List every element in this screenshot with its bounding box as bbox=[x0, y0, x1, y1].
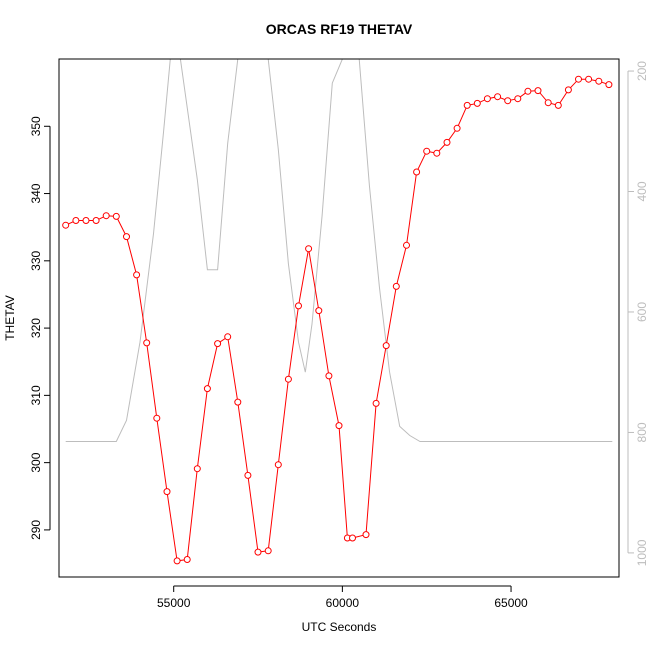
data-point bbox=[554, 101, 562, 109]
data-point bbox=[153, 414, 161, 422]
series-line-right bbox=[65, 58, 613, 442]
data-point bbox=[453, 124, 461, 132]
data-point bbox=[82, 217, 90, 224]
y2-tick-label: 800 bbox=[635, 422, 649, 442]
x-tick-label: 60000 bbox=[326, 596, 360, 610]
data-point bbox=[494, 93, 502, 101]
series-layer bbox=[62, 58, 613, 565]
data-point bbox=[372, 399, 380, 407]
data-point bbox=[163, 488, 171, 496]
data-point bbox=[335, 422, 343, 430]
data-point bbox=[133, 271, 141, 279]
data-point bbox=[575, 75, 582, 83]
data-point bbox=[183, 556, 191, 563]
data-point bbox=[362, 531, 370, 539]
data-point bbox=[349, 534, 356, 542]
data-point bbox=[264, 547, 272, 555]
data-point bbox=[203, 385, 211, 393]
data-point bbox=[544, 99, 552, 107]
y-tick-label: 340 bbox=[29, 183, 43, 203]
data-point bbox=[72, 217, 80, 224]
data-point bbox=[413, 168, 421, 176]
y-axis-left: 290 300 310 320 330 340 350 bbox=[29, 116, 51, 540]
y-tick-label: 300 bbox=[29, 452, 43, 472]
data-point bbox=[423, 147, 431, 155]
data-point bbox=[473, 99, 481, 107]
data-point bbox=[382, 342, 390, 350]
data-point bbox=[315, 307, 323, 315]
x-tick-label: 55000 bbox=[157, 596, 191, 610]
chart-title: ORCAS RF19 THETAV bbox=[266, 21, 413, 37]
data-point bbox=[244, 471, 252, 479]
data-point bbox=[102, 212, 110, 220]
data-point bbox=[305, 245, 313, 253]
y2-tick-label: 600 bbox=[635, 302, 649, 322]
y-axis-right: 200 400 600 800 1000 bbox=[627, 61, 649, 566]
data-point bbox=[295, 302, 302, 310]
data-point bbox=[173, 557, 181, 565]
data-point bbox=[483, 95, 491, 103]
data-point bbox=[392, 282, 400, 290]
y-axis-label: THETAV bbox=[3, 295, 17, 341]
data-point bbox=[585, 75, 593, 83]
y2-tick-label: 200 bbox=[635, 61, 649, 81]
data-point bbox=[514, 95, 522, 103]
data-point bbox=[284, 375, 292, 383]
data-point bbox=[254, 548, 262, 556]
y-tick-label: 330 bbox=[29, 250, 43, 270]
y2-tick-label: 400 bbox=[635, 181, 649, 201]
data-point bbox=[403, 241, 410, 249]
x-axis-label: UTC Seconds bbox=[302, 620, 377, 634]
plot-frame bbox=[58, 58, 620, 578]
series-line-left bbox=[65, 78, 610, 562]
data-point bbox=[234, 398, 242, 406]
data-point bbox=[433, 149, 441, 157]
data-point bbox=[193, 465, 201, 473]
x-tick-label: 65000 bbox=[494, 596, 528, 610]
y-tick-label: 310 bbox=[29, 385, 43, 405]
y2-tick-label: 1000 bbox=[635, 539, 649, 566]
data-point bbox=[112, 212, 120, 220]
data-point bbox=[595, 77, 603, 85]
data-point bbox=[443, 138, 451, 146]
data-point bbox=[214, 340, 222, 348]
y-tick-label: 350 bbox=[29, 116, 43, 136]
data-point bbox=[463, 101, 471, 109]
data-point bbox=[92, 217, 100, 224]
data-point bbox=[62, 221, 70, 229]
y-tick-label: 320 bbox=[29, 318, 43, 338]
data-point bbox=[605, 81, 613, 89]
x-axis: 55000 60000 65000 bbox=[157, 585, 528, 610]
data-point bbox=[325, 372, 333, 380]
y-tick-label: 290 bbox=[29, 520, 43, 540]
data-point bbox=[524, 87, 532, 95]
data-point bbox=[143, 339, 151, 347]
data-point bbox=[534, 87, 542, 95]
data-point bbox=[504, 97, 512, 105]
data-point bbox=[274, 461, 282, 469]
data-point bbox=[564, 86, 572, 94]
data-point bbox=[224, 333, 232, 341]
data-point bbox=[123, 233, 130, 241]
